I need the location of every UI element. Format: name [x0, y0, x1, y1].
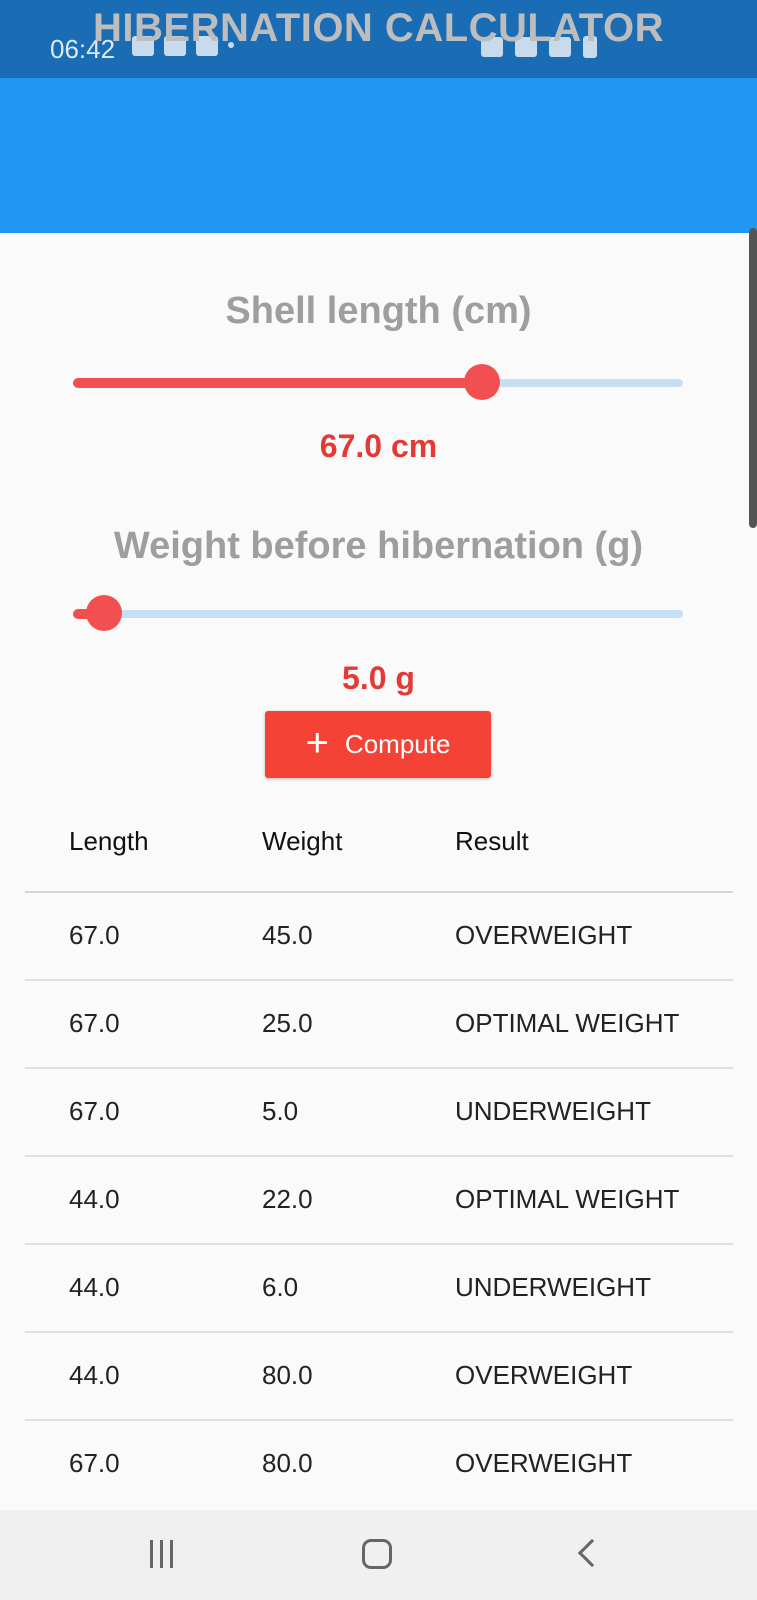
- notification-icons: [132, 36, 234, 56]
- home-icon[interactable]: [362, 1539, 392, 1569]
- slider-thumb[interactable]: [463, 364, 500, 400]
- cell-result: UNDERWEIGHT: [455, 1096, 651, 1126]
- system-icons: [481, 36, 597, 58]
- navigation-bar: [0, 1510, 757, 1600]
- length-label: Shell length (cm): [225, 290, 532, 332]
- slider-track: [73, 610, 683, 618]
- signal-icon: [549, 37, 571, 57]
- cell-result: OPTIMAL WEIGHT: [455, 1008, 680, 1038]
- weight-value: 5.0 g: [342, 660, 415, 696]
- cell-length: 44.0: [69, 1272, 120, 1302]
- cell-weight: 25.0: [262, 1008, 313, 1038]
- cell-length: 44.0: [69, 1360, 120, 1390]
- cell-weight: 5.0: [262, 1096, 299, 1126]
- compute-button-label: Compute: [344, 729, 451, 759]
- status-bar: [0, 0, 757, 78]
- table-row: 44.0 80.0 OVERWEIGHT: [25, 1333, 733, 1421]
- table-header: Length Weight Result: [25, 800, 733, 893]
- header-length: Length: [69, 826, 149, 856]
- table-row: 67.0 5.0 UNDERWEIGHT: [25, 1069, 733, 1157]
- length-value: 67.0 cm: [319, 428, 438, 464]
- table-row: 67.0 45.0 OVERWEIGHT: [25, 893, 733, 981]
- cell-weight: 80.0: [262, 1448, 313, 1478]
- cell-weight: 6.0: [262, 1272, 299, 1302]
- battery-icon: [583, 36, 597, 58]
- table-row: 44.0 6.0 UNDERWEIGHT: [25, 1245, 733, 1333]
- table-row: 67.0 25.0 OPTIMAL WEIGHT: [25, 981, 733, 1069]
- gallery-icon: [132, 36, 154, 56]
- eye-icon: [196, 36, 218, 56]
- header-result: Result: [455, 826, 529, 856]
- mail-icon: [164, 36, 186, 56]
- cell-length: 67.0: [69, 1096, 120, 1126]
- cell-length: 44.0: [69, 1184, 120, 1214]
- back-icon[interactable]: [577, 1538, 607, 1568]
- cell-result: OVERWEIGHT: [455, 1448, 633, 1478]
- weight-label: Weight before hibernation (g): [113, 525, 644, 567]
- recent-apps-icon[interactable]: [150, 1540, 173, 1568]
- cell-length: 67.0: [69, 920, 120, 950]
- slider-active-track: [73, 378, 482, 388]
- compute-button[interactable]: + Compute: [265, 711, 491, 778]
- cell-result: UNDERWEIGHT: [455, 1272, 651, 1302]
- slider-thumb[interactable]: [85, 595, 122, 631]
- plus-icon: +: [305, 720, 329, 765]
- header-weight: Weight: [262, 826, 343, 856]
- table-row: 67.0 80.0 OVERWEIGHT: [25, 1421, 733, 1509]
- table-row: 44.0 22.0 OPTIMAL WEIGHT: [25, 1157, 733, 1245]
- cell-weight: 45.0: [262, 920, 313, 950]
- app-title: HIBERNATION CALCULATOR: [93, 6, 664, 50]
- cell-weight: 80.0: [262, 1360, 313, 1390]
- cell-weight: 22.0: [262, 1184, 313, 1214]
- cell-result: OPTIMAL WEIGHT: [455, 1184, 680, 1214]
- mute-icon: [481, 37, 503, 57]
- cell-length: 67.0: [69, 1448, 120, 1478]
- weight-slider[interactable]: [73, 595, 683, 631]
- cell-result: OVERWEIGHT: [455, 1360, 633, 1390]
- status-time: 06:42: [50, 34, 116, 64]
- scroll-indicator[interactable]: [749, 228, 757, 528]
- dot-icon: [228, 42, 234, 48]
- app-bar: [0, 78, 757, 233]
- length-slider[interactable]: [73, 364, 683, 400]
- results-table: Length Weight Result 67.0 45.0 OVERWEIGH…: [25, 800, 733, 1509]
- wifi-icon: [515, 37, 537, 57]
- cell-result: OVERWEIGHT: [455, 920, 633, 950]
- cell-length: 67.0: [69, 1008, 120, 1038]
